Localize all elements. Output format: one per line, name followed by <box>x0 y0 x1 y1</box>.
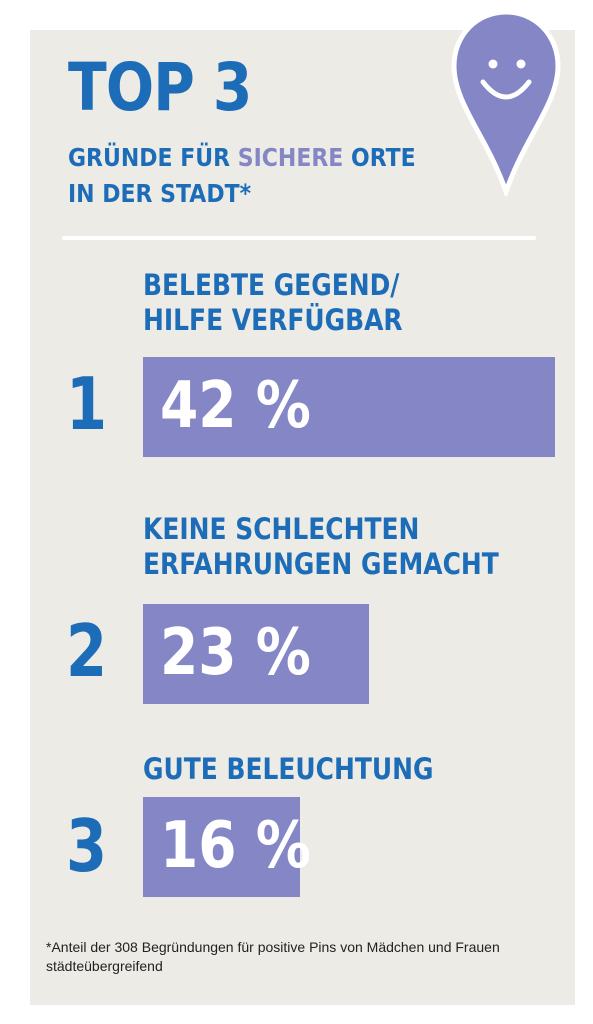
bar-2 <box>143 604 369 704</box>
infographic-card <box>30 30 575 1005</box>
subtitle-accent-word: SICHERE <box>237 143 344 172</box>
category-2-line-1: KEINE SCHLECHTEN <box>143 512 420 546</box>
bar-3 <box>143 797 300 897</box>
bar-value-label-3: 16 % <box>160 809 311 883</box>
rank-number-2: 2 <box>66 609 108 693</box>
category-1-line-1: BELEBTE GEGEND/ <box>143 268 400 302</box>
bar-1 <box>143 357 555 457</box>
subtitle-text-c: ORTE <box>350 143 416 172</box>
category-label-3: GUTE BELEUCHTUNG <box>143 752 433 787</box>
category-1-line-2: HILFE VERFÜGBAR <box>143 302 403 337</box>
smiley-location-pin-icon <box>451 9 561 196</box>
rank-number-3: 3 <box>66 804 108 888</box>
footnote-line-1: *Anteil der 308 Begründungen für positiv… <box>46 939 500 955</box>
subtitle-line-2: IN DER STADT* <box>68 179 252 208</box>
rank-number-1: 1 <box>66 362 108 446</box>
subtitle-text-a: GRÜNDE FÜR <box>68 143 231 172</box>
footnote-line-2: städteübergreifend <box>46 958 163 974</box>
subtitle-line-1: GRÜNDE FÜR SICHERE ORTE <box>68 145 416 170</box>
category-label-1: BELEBTE GEGEND/ HILFE VERFÜGBAR <box>143 268 403 338</box>
category-2-line-2: ERFAHRUNGEN GEMACHT <box>143 546 499 581</box>
divider <box>62 236 536 240</box>
bar-value-label-2: 23 % <box>160 616 311 690</box>
bar-value-label-1: 42 % <box>160 369 311 443</box>
page-title: TOP 3 <box>68 49 252 126</box>
category-label-2: KEINE SCHLECHTEN ERFAHRUNGEN GEMACHT <box>143 512 499 582</box>
category-3-line-1: GUTE BELEUCHTUNG <box>143 752 434 786</box>
